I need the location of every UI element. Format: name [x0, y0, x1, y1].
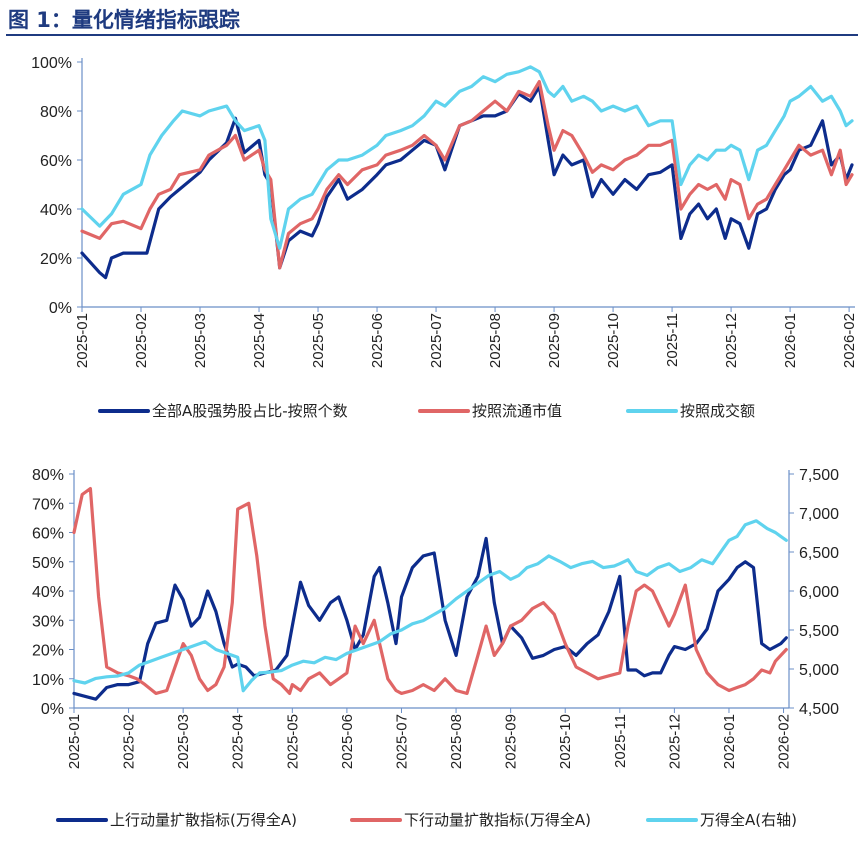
- x-tick-label: 2025-10: [605, 313, 622, 368]
- x-tick-label: 2025-08: [448, 714, 465, 769]
- x-tick-label: 2025-07: [393, 714, 410, 769]
- y-tick-label: 60%: [40, 153, 72, 170]
- x-tick-label: 2025-11: [664, 313, 681, 367]
- y2-tick-label: 5,500: [799, 623, 839, 640]
- chart-strong-stock-ratio: 0% 20% 40% 60% 80% 100% 2025-01 2025-02 2025-03 2…: [31, 55, 858, 420]
- y2-tick-label: 6,000: [799, 584, 839, 601]
- legend-label: 下行动量扩散指标(万得全A): [404, 811, 591, 829]
- x-tick-label: 2026-02: [841, 313, 858, 368]
- figure-title: 图 1：量化情绪指标跟踪: [8, 8, 240, 32]
- series-line: [72, 536, 788, 701]
- y-tick-label: 100%: [31, 55, 72, 72]
- y-tick-label: 80%: [40, 104, 72, 121]
- x-tick-label: 2025-12: [723, 313, 740, 368]
- x-tick-label: 2025-06: [369, 313, 386, 368]
- series-line: [72, 519, 788, 693]
- legend-label: 上行动量扩散指标(万得全A): [110, 811, 297, 829]
- x-tick-label: 2025-07: [428, 313, 445, 368]
- series-line: [72, 487, 788, 696]
- x-tick-label: 2025-04: [230, 714, 247, 769]
- chart-momentum-diffusion: 0% 10% 20% 30% 40% 50% 60% 70% 80% 4,500 5,000 5,50…: [32, 467, 839, 829]
- y2-tick-label: 7,000: [799, 506, 839, 523]
- x-tick-label: 2025-09: [503, 714, 520, 769]
- y2-tick-label: 7,500: [799, 467, 839, 484]
- y-tick-label: 20%: [40, 251, 72, 268]
- y-tick-label: 20%: [32, 643, 64, 660]
- x-tick-label: 2025-05: [284, 714, 301, 769]
- x-tick-label: 2025-11: [612, 714, 629, 768]
- legend-label: 万得全A(右轴): [700, 811, 797, 829]
- x-tick-label: 2025-12: [666, 714, 683, 769]
- x-tick-label: 2025-04: [251, 313, 268, 368]
- y2-tick-label: 6,500: [799, 545, 839, 562]
- y-tick-label: 70%: [32, 496, 64, 513]
- x-tick-label: 2025-01: [74, 313, 91, 368]
- x-tick-label: 2025-03: [192, 313, 209, 368]
- legend-label: 全部A股强势股占比-按照个数: [152, 402, 348, 420]
- y2-tick-label: 4,500: [799, 701, 839, 718]
- y-tick-label: 40%: [40, 202, 72, 219]
- x-tick-label: 2025-10: [557, 714, 574, 769]
- x-tick-label: 2025-08: [487, 313, 504, 368]
- series-line: [80, 79, 854, 270]
- x-tick-label: 2026-02: [776, 714, 793, 769]
- x-tick-label: 2025-01: [66, 714, 83, 769]
- x-tick-label: 2025-05: [310, 313, 327, 368]
- series-line: [80, 84, 854, 280]
- y-tick-label: 30%: [32, 613, 64, 630]
- series-line: [80, 65, 854, 250]
- y-tick-label: 0%: [41, 701, 64, 718]
- x-tick-label: 2026-01: [782, 313, 799, 368]
- y-tick-label: 80%: [32, 467, 64, 484]
- x-tick-label: 2026-01: [721, 714, 738, 769]
- y-tick-label: 40%: [32, 584, 64, 601]
- x-tick-label: 2025-02: [133, 313, 150, 368]
- x-tick-label: 2025-03: [175, 714, 192, 769]
- x-tick-label: 2025-02: [121, 714, 138, 769]
- title-rule: [6, 34, 858, 36]
- y-tick-label: 60%: [32, 526, 64, 543]
- x-tick-label: 2025-06: [339, 714, 356, 769]
- legend-label: 按照成交额: [680, 402, 755, 420]
- y-tick-label: 10%: [32, 672, 64, 689]
- x-tick-label: 2025-09: [546, 313, 563, 368]
- y2-tick-label: 5,000: [799, 662, 839, 679]
- legend-label: 按照流通市值: [472, 402, 562, 420]
- y-tick-label: 50%: [32, 555, 64, 572]
- y-tick-label: 0%: [49, 300, 72, 317]
